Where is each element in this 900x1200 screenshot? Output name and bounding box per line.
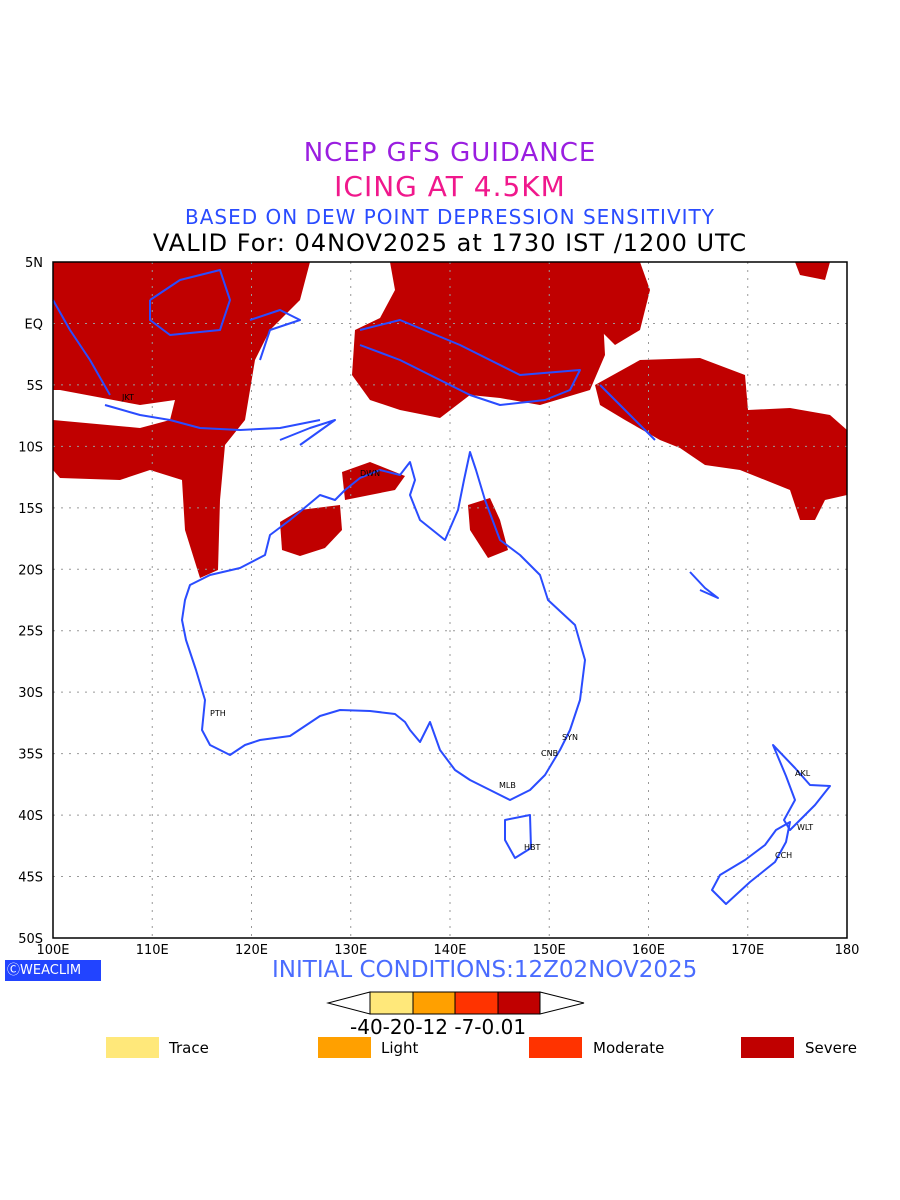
lat-tick-label: 5S <box>26 379 43 394</box>
lon-tick-label: 120E <box>235 943 268 958</box>
icing-area-indonesia <box>53 262 310 578</box>
icing-area-cape-york <box>468 498 508 558</box>
coast-solomons <box>599 384 656 441</box>
lon-tick-label: 140E <box>433 943 466 958</box>
coast-tasmania <box>504 814 532 859</box>
lat-tick-label: 10S <box>18 440 43 455</box>
title-model: NCEP GFS GUIDANCE <box>303 138 597 168</box>
lon-tick-label: 130E <box>334 943 367 958</box>
colorbar-left-arrow <box>326 991 371 1015</box>
map-frame <box>52 261 848 939</box>
lon-tick-label: 150E <box>533 943 566 958</box>
coast-new-guinea <box>359 319 581 406</box>
city-label: JKT <box>121 393 134 402</box>
lat-tick-label: 50S <box>18 932 43 947</box>
legend-label-light: Light <box>381 1039 419 1057</box>
coast-borneo <box>149 269 231 336</box>
coast-australia <box>181 451 586 801</box>
colorbar-severe <box>497 991 541 1015</box>
coast-new-caledonia <box>689 571 719 599</box>
legend-swatch-moderate <box>529 1037 582 1058</box>
lat-tick-label: 35S <box>18 748 43 763</box>
lat-tick-label: 40S <box>18 809 43 824</box>
icing-area-darwin <box>342 462 405 500</box>
lat-tick-label: 5N <box>25 256 43 271</box>
legend-label-severe: Severe <box>805 1039 857 1057</box>
legend-swatch-severe <box>741 1037 794 1058</box>
lon-tick-label: 160E <box>632 943 665 958</box>
lat-tick-label: 15S <box>18 502 43 517</box>
lon-tick-label: 180 <box>835 943 860 958</box>
colorbar-right-arrow <box>539 991 585 1015</box>
lat-tick-label: EQ <box>25 317 43 332</box>
city-label: AKL <box>795 769 811 778</box>
city-label: WLT <box>797 823 813 832</box>
lon-tick-label: 110E <box>136 943 169 958</box>
city-label: HBT <box>524 843 541 852</box>
coast-nz-north <box>772 744 831 831</box>
lat-tick-label: 25S <box>18 625 43 640</box>
colorbar-labels: -40-20-12 -7-0.01 <box>350 1015 527 1039</box>
title-valid-time: VALID For: 04NOV2025 at 1730 IST /1200 U… <box>152 229 748 257</box>
city-label: MLB <box>499 781 516 790</box>
city-label: DWN <box>360 469 380 478</box>
legend-swatch-light <box>318 1037 371 1058</box>
legend-label-trace: Trace <box>169 1039 209 1057</box>
colorbar-light <box>412 991 456 1015</box>
colorbar <box>326 991 585 1015</box>
legend-label-moderate: Moderate <box>593 1039 665 1057</box>
city-label: SYN <box>562 733 578 742</box>
icing-area-pacific <box>595 358 847 520</box>
lon-tick-label: 100E <box>36 943 69 958</box>
logo-text: WEACLIM <box>20 963 82 978</box>
icing-area-nw-australia <box>280 505 342 556</box>
icing-area-sumatra-south <box>53 330 115 395</box>
coast-sulawesi <box>249 309 301 361</box>
weaclim-logo: ⒸWEACLIM <box>5 960 101 981</box>
colorbar-trace <box>369 991 414 1015</box>
legend-swatch-trace <box>106 1037 159 1058</box>
coast-nz-south <box>711 821 791 905</box>
coastlines <box>52 269 831 905</box>
axis-ticks: 100E 110E 120E 130E 140E 150E 160E 170E 180 5N EQ 5… <box>18 256 859 958</box>
city-labels: JKT DWN PTH SYN CNB MLB HBT AKL WLT CCH <box>121 393 813 860</box>
coast-sumatra <box>52 299 111 396</box>
lat-tick-label: 30S <box>18 686 43 701</box>
lat-tick-label: 45S <box>18 871 43 886</box>
title-product: ICING AT 4.5KM <box>334 170 566 203</box>
icing-area-borneo <box>53 262 300 345</box>
icing-area-new-guinea <box>352 262 605 418</box>
title-method: BASED ON DEW POINT DEPRESSION SENSITIVIT… <box>185 205 715 229</box>
lat-tick-label: 20S <box>18 563 43 578</box>
coast-timor <box>279 419 336 446</box>
colorbar-moderate <box>454 991 499 1015</box>
city-label: CCH <box>775 851 792 860</box>
city-label: CNB <box>541 749 558 758</box>
initial-conditions: INITIAL CONDITIONS:12Z02NOV2025 <box>272 957 698 983</box>
icing-area-pacific-north <box>600 262 650 345</box>
coast-java <box>104 404 321 431</box>
lon-tick-label: 170E <box>731 943 764 958</box>
city-label: PTH <box>210 709 226 718</box>
icing-area-far-east <box>795 262 830 280</box>
